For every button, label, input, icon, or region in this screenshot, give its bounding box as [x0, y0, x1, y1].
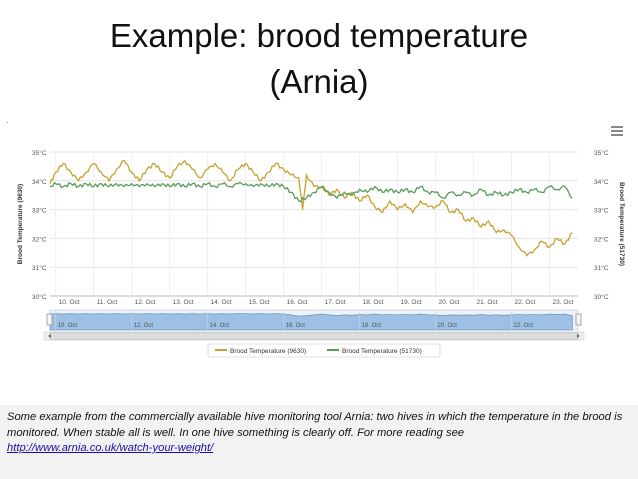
x-tick-label: 13. Oct [173, 299, 194, 306]
y-tick-label-right: 31°C [594, 264, 609, 272]
y-tick-label-right: 34°C [594, 178, 609, 186]
x-tick-label: 14. Oct [211, 299, 232, 306]
navigator-area [49, 313, 573, 331]
y-tick-label-left: 34°C [32, 178, 47, 186]
x-tick-label: 12. Oct [135, 299, 156, 306]
x-tick-label: 15. Oct [249, 299, 270, 306]
y-axis-title-right: Brood Temperature (51730) [618, 182, 625, 266]
slide-title-line2: (Arnia) [269, 63, 369, 100]
y-tick-label-left: 31°C [32, 264, 47, 272]
x-tick-label: 23. Oct [553, 299, 574, 306]
navigator-label: 16. Oct [286, 323, 306, 329]
navigator-label: 12. Oct [134, 323, 154, 329]
caption-box: Some example from the commercially avail… [0, 405, 638, 479]
temperature-chart: 35°C 35°C 34°C 34°C 33°C 33°C 32°C 32°C 31°C 31°C… [17, 126, 625, 358]
navigator-label: 20. Oct [438, 323, 458, 329]
series-line-9630 [49, 159, 573, 257]
navigator-label: 14. Oct [210, 323, 230, 329]
grid-lines [50, 151, 578, 297]
scrollbar-thumb[interactable] [49, 332, 579, 340]
y-tick-label-right: 35°C [594, 149, 609, 157]
y-tick-label-left: 33°C [32, 207, 47, 215]
navigator-handle-right[interactable] [575, 313, 582, 326]
x-tick-label: 11. Oct [97, 299, 118, 306]
scroll-left-arrow-icon[interactable] [48, 334, 51, 338]
y-tick-label-left: 32°C [32, 235, 47, 243]
y-tick-label-left: 30°C [32, 293, 47, 301]
legend-label: Brood Temperature (9630) [230, 348, 306, 355]
caption-text: Some example from the commercially avail… [7, 410, 633, 457]
series-lines [49, 159, 573, 257]
menu-icon[interactable] [611, 126, 623, 136]
scrollbar[interactable] [43, 331, 585, 341]
navigator-label: 18. Oct [362, 323, 382, 329]
chart-panel: 35°C 35°C 34°C 34°C 33°C 33°C 32°C 32°C 31°C 31°C… [8, 120, 630, 362]
legend-box [207, 343, 441, 358]
scroll-right-arrow-icon[interactable] [577, 334, 580, 338]
y-axis-title-left: Brood Temperature (9630) [17, 184, 24, 264]
x-tick-label: 19. Oct [401, 299, 422, 306]
navigator[interactable]: 10. Oct 12. Oct 14. Oct 16. Oct 18. Oct 20. O… [46, 309, 582, 331]
caption-link[interactable]: http://www.arnia.co.uk/watch-your-weight… [7, 442, 214, 454]
navigator-handle-left[interactable] [46, 313, 53, 326]
y-tick-label-right: 33°C [594, 207, 609, 215]
x-tick-label: 18. Oct [363, 299, 384, 306]
y-tick-label-right: 32°C [594, 235, 609, 243]
x-tick-label: 22. Oct [515, 299, 536, 306]
navigator-label: 22. Oct [514, 323, 534, 329]
y-tick-label-right: 30°C [594, 293, 609, 301]
legend: Brood Temperature (9630) Brood Temperatur… [207, 343, 441, 358]
x-tick-label: 20. Oct [439, 299, 460, 306]
series-line-51730 [49, 181, 573, 203]
x-tick-label: 17. Oct [325, 299, 346, 306]
slide-title-line1: Example: brood temperature [109, 17, 529, 54]
y-tick-label-left: 35°C [32, 149, 47, 157]
legend-label: Brood Temperature (51730) [342, 348, 422, 355]
x-tick-label: 10. Oct [59, 299, 80, 306]
navigator-label: 10. Oct [58, 323, 78, 329]
x-tick-label: 21. Oct [477, 299, 498, 306]
x-tick-label: 16. Oct [287, 299, 308, 306]
caption-body: Some example from the commercially avail… [7, 411, 623, 439]
axis-ticks: 35°C 35°C 34°C 34°C 33°C 33°C 32°C 32°C 31°C 31°C… [17, 149, 625, 306]
stray-mark: · [6, 118, 9, 127]
